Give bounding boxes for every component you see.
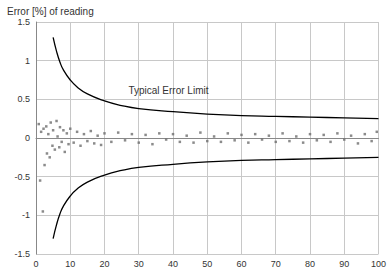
svg-text:0: 0	[25, 133, 30, 143]
svg-text:-0.5: -0.5	[14, 172, 30, 182]
svg-text:0.5: 0.5	[17, 94, 30, 104]
svg-text:60: 60	[236, 259, 246, 269]
svg-text:1: 1	[25, 56, 30, 66]
svg-text:Typical Error Limit: Typical Error Limit	[128, 85, 208, 96]
svg-text:100: 100	[371, 259, 386, 269]
svg-text:-1: -1	[22, 210, 30, 220]
svg-text:70: 70	[271, 259, 281, 269]
svg-text:50: 50	[202, 259, 212, 269]
svg-text:0: 0	[33, 259, 38, 269]
svg-text:-1.5: -1.5	[14, 249, 30, 259]
svg-text:Error [%] of reading: Error [%] of reading	[7, 6, 94, 17]
svg-text:1.5: 1.5	[17, 17, 30, 27]
svg-text:40: 40	[168, 259, 178, 269]
svg-text:80: 80	[305, 259, 315, 269]
svg-text:90: 90	[339, 259, 349, 269]
svg-text:10: 10	[65, 259, 75, 269]
svg-text:20: 20	[99, 259, 109, 269]
svg-text:30: 30	[134, 259, 144, 269]
